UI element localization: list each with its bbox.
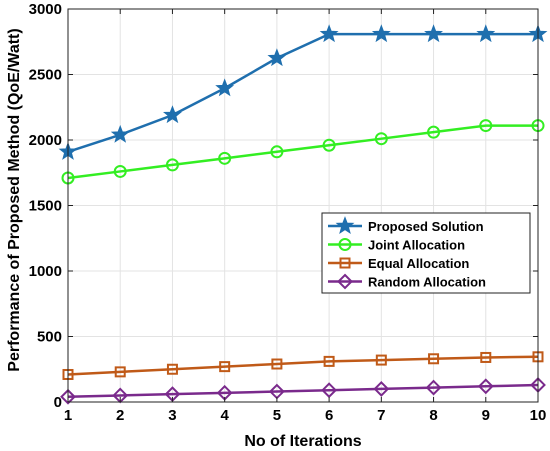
data-point (476, 24, 496, 43)
x-tick-label: 8 (429, 407, 437, 424)
data-point (271, 358, 283, 370)
x-axis-title: No of Iterations (244, 433, 361, 450)
series-line (67, 383, 539, 399)
x-axis-ticks: 1 2 3 4 5 6 7 8 9 10 (64, 9, 547, 424)
data-point (321, 382, 338, 399)
y-tick-label: 1500 (29, 198, 62, 215)
data-point (110, 124, 130, 143)
x-tick-label: 1 (64, 407, 72, 424)
y-axis-ticks: 0 500 1000 1500 2000 2500 3000 (29, 1, 538, 411)
data-point (323, 355, 335, 367)
data-point (267, 48, 287, 67)
data-point (319, 24, 339, 43)
series-line (67, 124, 538, 180)
data-point (373, 380, 390, 397)
y-tick-label: 2500 (29, 67, 62, 84)
x-tick-label: 5 (273, 407, 281, 424)
legend-marker (338, 238, 352, 251)
y-tick-label: 3000 (29, 1, 62, 18)
data-point (218, 151, 232, 165)
data-point (215, 78, 235, 97)
data-point (270, 145, 284, 159)
legend-item: Random Allocation (328, 273, 486, 290)
data-point (425, 379, 442, 396)
legend-marker (335, 216, 355, 235)
data-point (322, 138, 336, 152)
series-proposed-solution (58, 24, 548, 160)
data-point (374, 132, 388, 146)
series-layer (58, 24, 548, 405)
x-tick-label: 10 (530, 407, 547, 424)
y-tick-label: 2000 (29, 132, 62, 149)
legend-marker (337, 273, 353, 290)
x-tick-label: 9 (482, 407, 490, 424)
legend: Proposed Solution Joint Allocation Equal A… (321, 212, 531, 294)
legend-label: Random Allocation (368, 275, 486, 290)
data-point (479, 119, 493, 133)
data-point (428, 353, 440, 365)
data-point (165, 158, 179, 172)
data-point (480, 351, 492, 363)
series-random-allocation (60, 377, 546, 405)
data-point (114, 366, 126, 378)
series-equal-allocation (62, 351, 544, 380)
y-axis-title: Performance of Proposed Method (QoE/Watt… (6, 28, 23, 371)
data-point (375, 354, 387, 366)
legend-label: Proposed Solution (368, 219, 484, 234)
data-point (427, 125, 441, 139)
data-point (477, 378, 494, 395)
data-point (424, 24, 443, 43)
series-line (67, 32, 538, 153)
x-tick-label: 2 (116, 407, 124, 424)
x-tick-label: 7 (377, 407, 385, 424)
legend-item: Proposed Solution (328, 216, 484, 235)
x-tick-label: 3 (168, 407, 176, 424)
legend-label: Joint Allocation (368, 238, 465, 253)
legend-item: Joint Allocation (328, 238, 465, 253)
data-point (371, 24, 391, 43)
x-tick-label: 4 (220, 407, 229, 424)
legend-item: Equal Allocation (328, 256, 469, 271)
data-point (60, 388, 76, 405)
series-line (67, 355, 539, 376)
legend-label: Equal Allocation (368, 256, 469, 271)
data-point (163, 105, 182, 124)
data-point (219, 361, 231, 373)
y-tick-label: 0 (54, 394, 62, 411)
legend-marker (339, 257, 351, 269)
y-tick-label: 500 (37, 329, 62, 346)
x-tick-label: 6 (325, 407, 333, 424)
grid (67, 8, 539, 403)
data-point (113, 164, 127, 178)
y-tick-label: 1000 (29, 263, 62, 280)
data-point (166, 363, 178, 375)
